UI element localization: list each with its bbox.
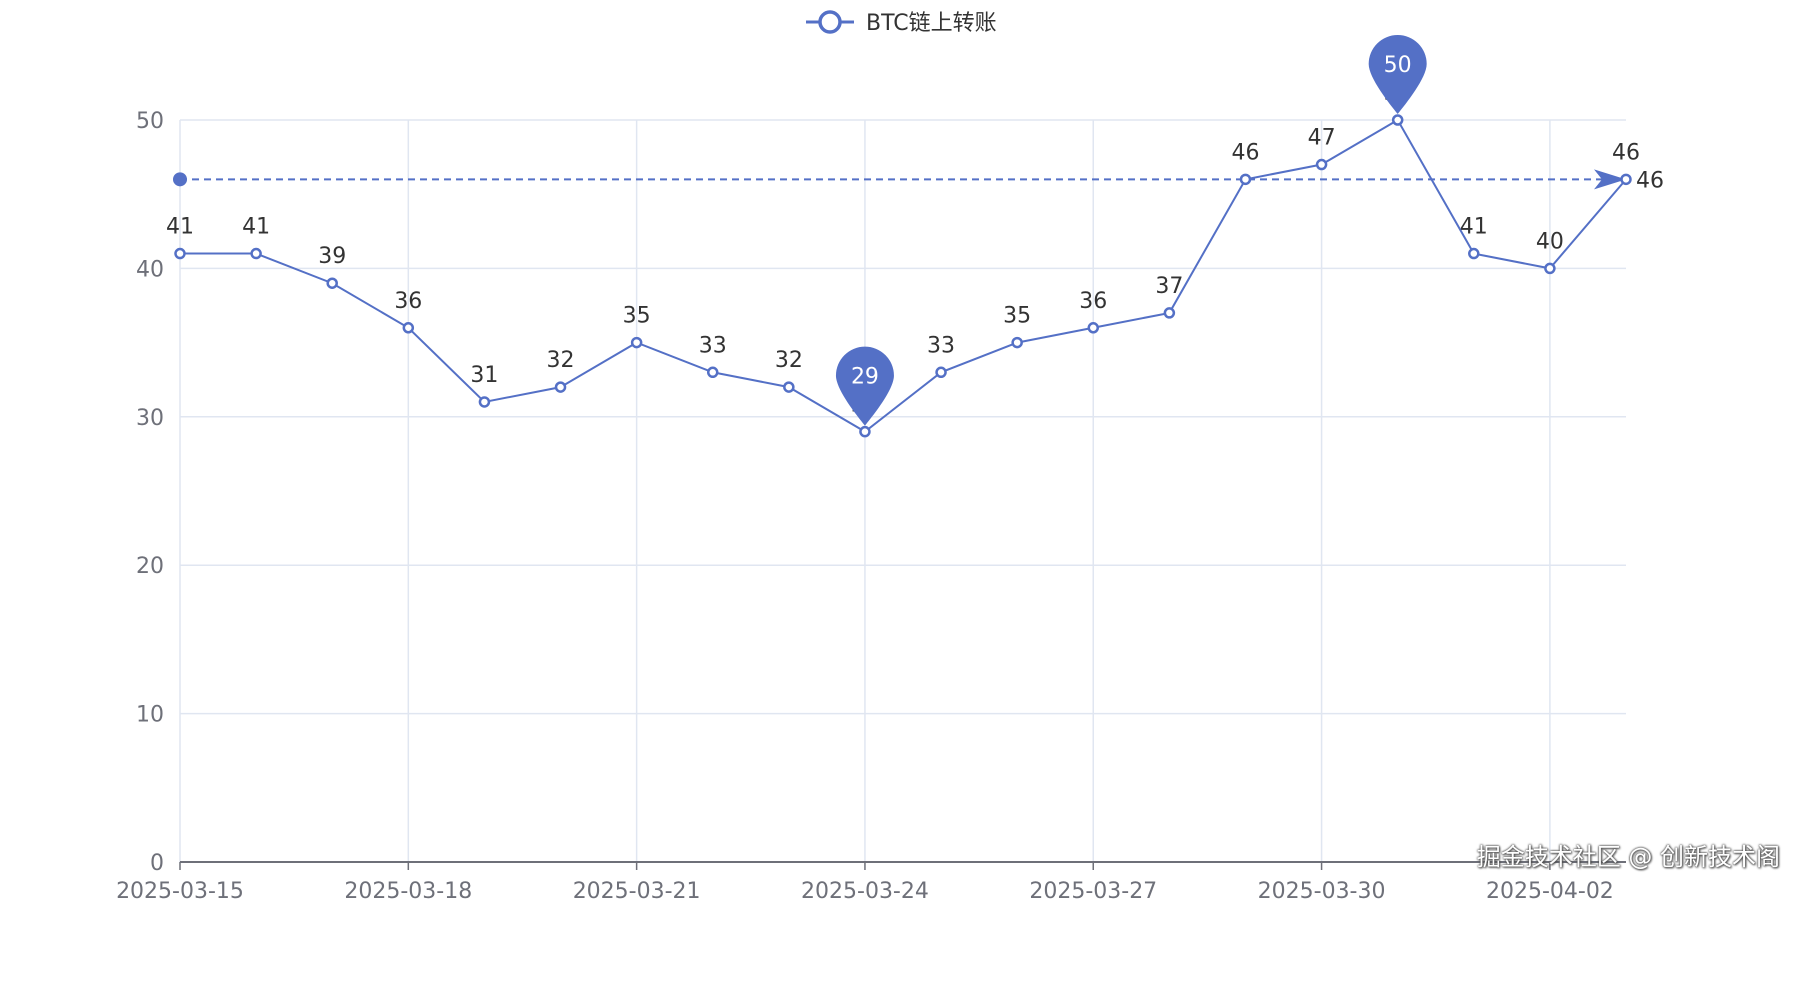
data-label: 40	[1536, 229, 1564, 254]
data-point	[554, 381, 567, 393]
data-point	[1544, 262, 1556, 275]
data-label: 36	[394, 289, 422, 314]
y-tick-label: 30	[136, 406, 164, 431]
data-label: 32	[775, 348, 803, 373]
data-point	[935, 366, 947, 379]
data-point	[1011, 336, 1023, 349]
y-tick-label: 20	[136, 554, 164, 579]
data-point	[478, 396, 491, 408]
data-label: 31	[470, 363, 498, 388]
y-tick-label: 10	[136, 703, 164, 728]
x-tick-label: 2025-03-15	[116, 879, 244, 904]
x-tick-label: 2025-03-27	[1029, 879, 1157, 904]
data-point	[630, 336, 643, 349]
data-label: 41	[166, 215, 194, 240]
data-label: 33	[699, 333, 727, 358]
x-tick-label: 2025-04-02	[1486, 879, 1614, 904]
data-label: 35	[623, 304, 651, 329]
data-point	[1163, 307, 1176, 319]
data-label: 36	[1079, 289, 1107, 314]
data-point	[1468, 247, 1480, 260]
data-point	[250, 247, 262, 260]
data-label: 46	[1231, 140, 1259, 165]
x-tick-label: 2025-03-18	[344, 879, 472, 904]
legend-symbol	[818, 10, 842, 34]
y-tick-label: 40	[136, 257, 164, 282]
y-tick-label: 0	[150, 851, 164, 876]
data-label: 41	[1460, 215, 1488, 240]
x-tick-label: 2025-03-24	[801, 879, 929, 904]
data-point	[1315, 158, 1328, 171]
data-label: 32	[547, 348, 575, 373]
mark-point-pin-max	[1368, 35, 1427, 114]
watermark: 掘金技术社区 @ 创新技术阁	[1476, 843, 1780, 871]
series-line	[180, 118, 1627, 433]
data-point	[859, 425, 871, 438]
mark-point-pin-min	[835, 346, 894, 426]
legend-label: BTC链上转账	[866, 11, 997, 36]
mark-line-arrow	[1594, 169, 1626, 190]
data-label: 46	[1612, 140, 1640, 165]
data-label: 41	[242, 215, 270, 240]
x-tick-label: 2025-03-21	[573, 879, 701, 904]
data-label: 39	[318, 244, 346, 269]
data-point	[1620, 173, 1632, 186]
mark-line-label: 46	[1636, 168, 1664, 193]
data-point	[783, 381, 795, 393]
data-label: 33	[927, 333, 955, 358]
mark-point-label-min: 29	[851, 365, 879, 390]
data-label: 37	[1155, 274, 1183, 299]
data-point	[1087, 322, 1100, 334]
data-point	[402, 322, 415, 334]
data-label: 47	[1308, 126, 1336, 151]
mark-line-start-symbol	[173, 172, 187, 187]
data-label: 35	[1003, 304, 1031, 329]
data-point	[1239, 173, 1252, 186]
x-tick-label: 2025-03-30	[1258, 879, 1386, 904]
data-point	[706, 366, 719, 379]
data-point	[174, 247, 186, 260]
y-tick-label: 50	[136, 109, 164, 134]
data-point	[326, 277, 338, 289]
mark-point-label-max: 50	[1384, 53, 1412, 78]
data-point	[1391, 114, 1404, 126]
